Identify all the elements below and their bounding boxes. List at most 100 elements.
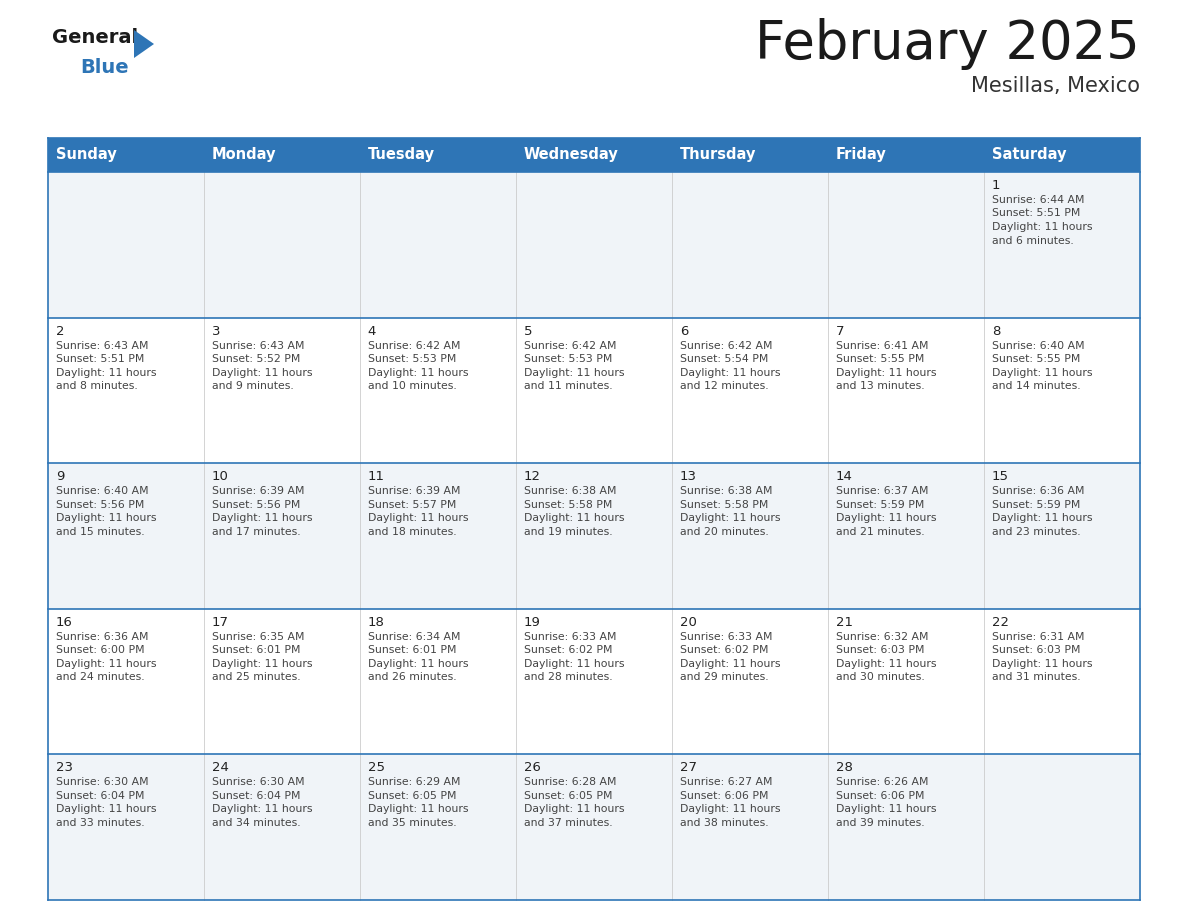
Text: and 24 minutes.: and 24 minutes. [56, 672, 145, 682]
Text: and 19 minutes.: and 19 minutes. [524, 527, 613, 537]
Text: Sunrise: 6:38 AM: Sunrise: 6:38 AM [524, 487, 617, 497]
Text: 26: 26 [524, 761, 541, 775]
Text: Sunset: 5:56 PM: Sunset: 5:56 PM [56, 499, 144, 509]
Text: Sunset: 5:57 PM: Sunset: 5:57 PM [368, 499, 456, 509]
Text: Sunset: 5:51 PM: Sunset: 5:51 PM [992, 208, 1080, 218]
Text: and 9 minutes.: and 9 minutes. [211, 381, 293, 391]
Text: Daylight: 11 hours: Daylight: 11 hours [211, 804, 312, 814]
Text: 6: 6 [680, 325, 688, 338]
Text: Sunrise: 6:33 AM: Sunrise: 6:33 AM [680, 632, 772, 642]
Text: Sunrise: 6:38 AM: Sunrise: 6:38 AM [680, 487, 772, 497]
Text: Sunrise: 6:29 AM: Sunrise: 6:29 AM [368, 778, 460, 788]
Text: and 37 minutes.: and 37 minutes. [524, 818, 613, 828]
Text: Daylight: 11 hours: Daylight: 11 hours [836, 804, 936, 814]
Text: Sunset: 6:04 PM: Sunset: 6:04 PM [56, 791, 144, 800]
Bar [48, 609, 1140, 755]
Text: Sunset: 5:55 PM: Sunset: 5:55 PM [836, 354, 924, 364]
Text: Mesillas, Mexico: Mesillas, Mexico [971, 76, 1140, 96]
Text: and 17 minutes.: and 17 minutes. [211, 527, 301, 537]
Text: and 34 minutes.: and 34 minutes. [211, 818, 301, 828]
Text: and 15 minutes.: and 15 minutes. [56, 527, 145, 537]
Text: Sunrise: 6:41 AM: Sunrise: 6:41 AM [836, 341, 928, 351]
Text: Sunrise: 6:44 AM: Sunrise: 6:44 AM [992, 195, 1085, 205]
Text: Daylight: 11 hours: Daylight: 11 hours [992, 513, 1092, 523]
Text: Sunrise: 6:39 AM: Sunrise: 6:39 AM [368, 487, 460, 497]
Text: and 38 minutes.: and 38 minutes. [680, 818, 769, 828]
Text: 11: 11 [368, 470, 385, 483]
Text: and 30 minutes.: and 30 minutes. [836, 672, 924, 682]
Text: Sunrise: 6:43 AM: Sunrise: 6:43 AM [56, 341, 148, 351]
Text: Sunset: 6:06 PM: Sunset: 6:06 PM [680, 791, 769, 800]
Bar [48, 172, 1140, 318]
Text: Sunrise: 6:40 AM: Sunrise: 6:40 AM [56, 487, 148, 497]
Text: Sunset: 5:53 PM: Sunset: 5:53 PM [368, 354, 456, 364]
Polygon shape [134, 30, 154, 58]
Text: Sunset: 6:05 PM: Sunset: 6:05 PM [368, 791, 456, 800]
Text: Sunrise: 6:42 AM: Sunrise: 6:42 AM [524, 341, 617, 351]
Text: Sunset: 6:00 PM: Sunset: 6:00 PM [56, 645, 145, 655]
Text: 28: 28 [836, 761, 853, 775]
Text: 18: 18 [368, 616, 385, 629]
Bar [48, 464, 1140, 609]
Text: Sunset: 6:02 PM: Sunset: 6:02 PM [524, 645, 612, 655]
Text: Sunrise: 6:39 AM: Sunrise: 6:39 AM [211, 487, 304, 497]
Text: and 13 minutes.: and 13 minutes. [836, 381, 924, 391]
Text: 25: 25 [368, 761, 385, 775]
Text: 10: 10 [211, 470, 228, 483]
Text: Sunset: 5:51 PM: Sunset: 5:51 PM [56, 354, 144, 364]
Text: 9: 9 [56, 470, 64, 483]
Text: Sunrise: 6:34 AM: Sunrise: 6:34 AM [368, 632, 460, 642]
Text: Sunrise: 6:42 AM: Sunrise: 6:42 AM [680, 341, 772, 351]
Text: Daylight: 11 hours: Daylight: 11 hours [524, 367, 625, 377]
Text: Daylight: 11 hours: Daylight: 11 hours [680, 513, 781, 523]
Text: 22: 22 [992, 616, 1009, 629]
Text: Sunset: 6:03 PM: Sunset: 6:03 PM [992, 645, 1080, 655]
Text: Daylight: 11 hours: Daylight: 11 hours [56, 513, 157, 523]
Text: Sunset: 6:02 PM: Sunset: 6:02 PM [680, 645, 769, 655]
Text: Daylight: 11 hours: Daylight: 11 hours [524, 513, 625, 523]
Text: 16: 16 [56, 616, 72, 629]
Text: Sunday: Sunday [56, 148, 116, 162]
Bar [48, 755, 1140, 900]
Text: Daylight: 11 hours: Daylight: 11 hours [368, 659, 468, 669]
Text: Daylight: 11 hours: Daylight: 11 hours [211, 367, 312, 377]
Text: 5: 5 [524, 325, 532, 338]
Text: Sunrise: 6:35 AM: Sunrise: 6:35 AM [211, 632, 304, 642]
Text: Daylight: 11 hours: Daylight: 11 hours [368, 513, 468, 523]
Text: Daylight: 11 hours: Daylight: 11 hours [56, 804, 157, 814]
Text: Daylight: 11 hours: Daylight: 11 hours [680, 367, 781, 377]
Text: Sunset: 6:04 PM: Sunset: 6:04 PM [211, 791, 301, 800]
Text: and 23 minutes.: and 23 minutes. [992, 527, 1080, 537]
Text: Wednesday: Wednesday [524, 148, 619, 162]
Text: 4: 4 [368, 325, 377, 338]
Text: Sunrise: 6:36 AM: Sunrise: 6:36 AM [56, 632, 148, 642]
Text: and 11 minutes.: and 11 minutes. [524, 381, 613, 391]
Text: Daylight: 11 hours: Daylight: 11 hours [56, 659, 157, 669]
Text: Blue: Blue [80, 58, 128, 77]
Text: and 29 minutes.: and 29 minutes. [680, 672, 769, 682]
Text: 23: 23 [56, 761, 72, 775]
Text: and 10 minutes.: and 10 minutes. [368, 381, 456, 391]
Text: General: General [52, 28, 138, 47]
Text: Sunrise: 6:37 AM: Sunrise: 6:37 AM [836, 487, 928, 497]
Text: Sunrise: 6:28 AM: Sunrise: 6:28 AM [524, 778, 617, 788]
Text: Sunset: 6:05 PM: Sunset: 6:05 PM [524, 791, 612, 800]
Text: Sunset: 5:54 PM: Sunset: 5:54 PM [680, 354, 769, 364]
Text: Daylight: 11 hours: Daylight: 11 hours [524, 659, 625, 669]
Text: and 39 minutes.: and 39 minutes. [836, 818, 924, 828]
Text: Daylight: 11 hours: Daylight: 11 hours [836, 367, 936, 377]
Text: and 33 minutes.: and 33 minutes. [56, 818, 145, 828]
Text: Sunrise: 6:32 AM: Sunrise: 6:32 AM [836, 632, 928, 642]
Text: and 21 minutes.: and 21 minutes. [836, 527, 924, 537]
Text: Daylight: 11 hours: Daylight: 11 hours [368, 804, 468, 814]
Text: Daylight: 11 hours: Daylight: 11 hours [680, 804, 781, 814]
Text: Daylight: 11 hours: Daylight: 11 hours [836, 513, 936, 523]
Text: and 6 minutes.: and 6 minutes. [992, 236, 1074, 245]
Text: Daylight: 11 hours: Daylight: 11 hours [992, 367, 1092, 377]
Text: Sunrise: 6:31 AM: Sunrise: 6:31 AM [992, 632, 1085, 642]
Text: Sunrise: 6:43 AM: Sunrise: 6:43 AM [211, 341, 304, 351]
Text: 12: 12 [524, 470, 541, 483]
Text: 2: 2 [56, 325, 64, 338]
Text: and 20 minutes.: and 20 minutes. [680, 527, 769, 537]
Text: 20: 20 [680, 616, 696, 629]
